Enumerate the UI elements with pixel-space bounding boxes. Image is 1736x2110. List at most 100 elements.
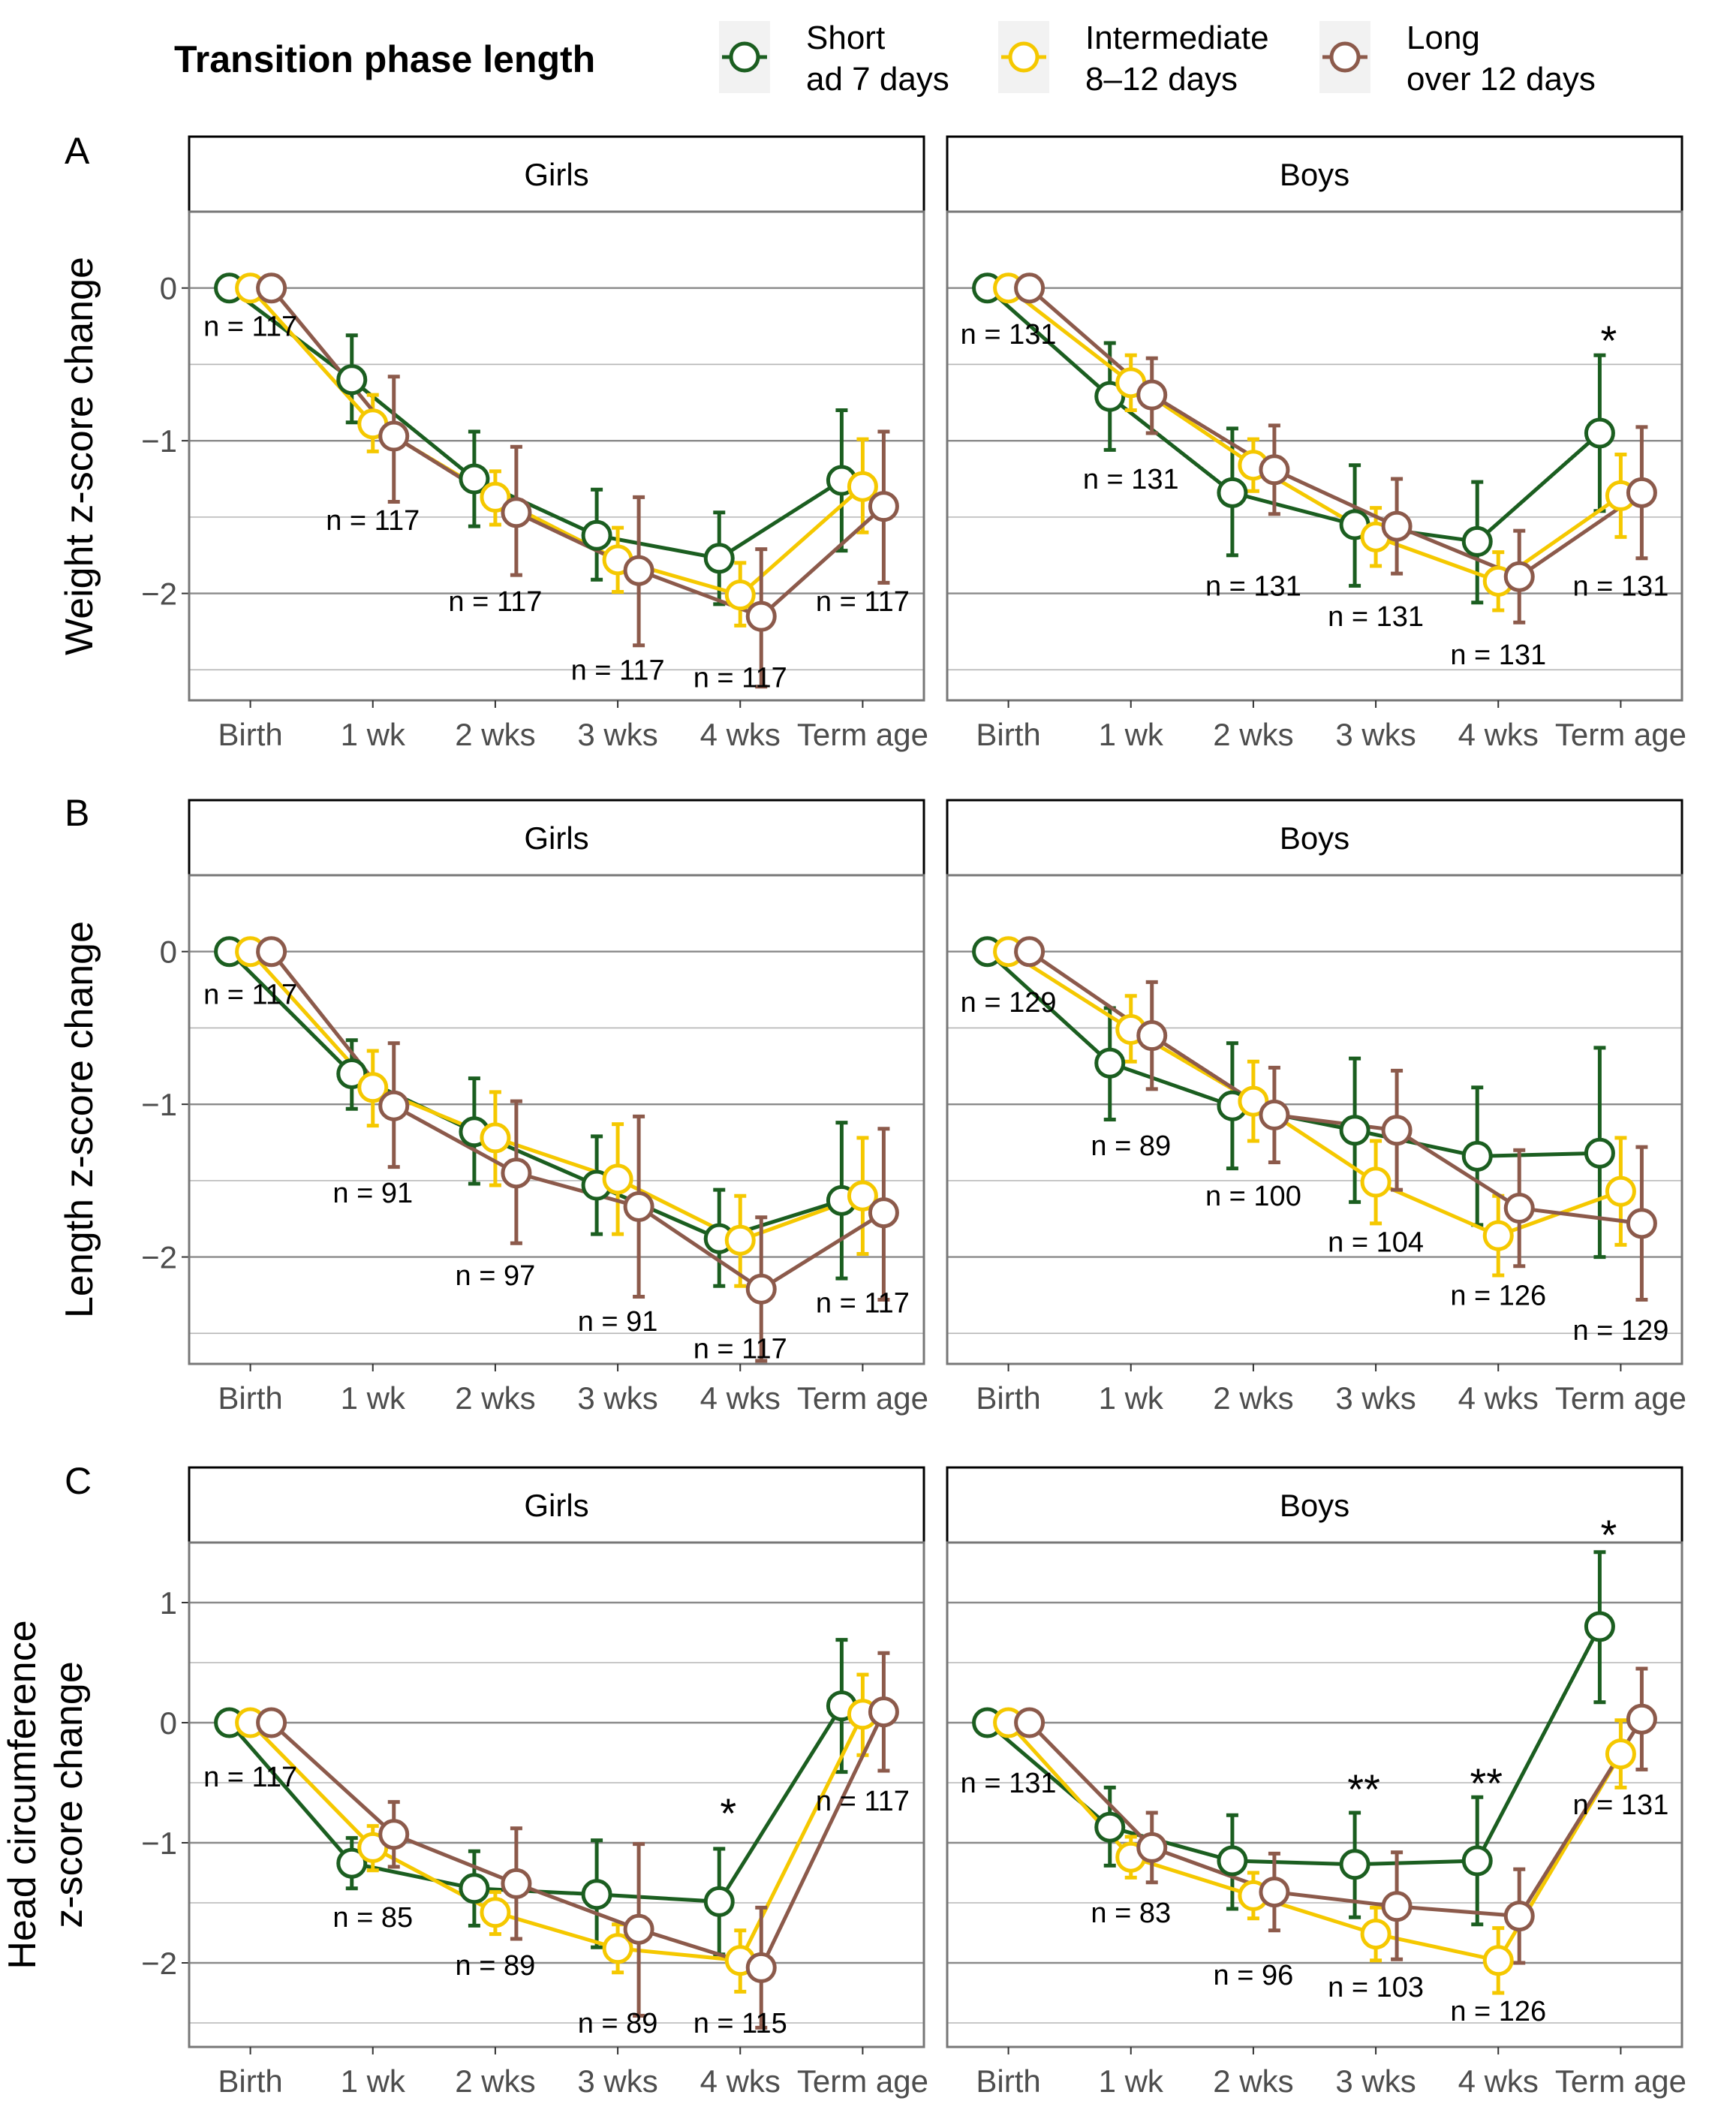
n-annotation: n = 131	[961, 1768, 1057, 1799]
x-tick-label: 2 wks	[1213, 1380, 1293, 1416]
x-tick-label: Birth	[976, 2063, 1040, 2099]
data-point	[480, 1122, 511, 1154]
data-point	[336, 1058, 368, 1089]
data-point	[724, 1224, 756, 1256]
n-annotation: n = 85	[332, 1902, 413, 1934]
data-point	[703, 543, 735, 574]
y-tick-label: −1	[141, 423, 177, 459]
facet-strip-label: Girls	[524, 157, 588, 192]
data-point	[357, 1072, 389, 1103]
data-point	[623, 555, 654, 586]
data-point	[459, 1873, 490, 1904]
n-annotation: n = 131	[1450, 640, 1546, 671]
facet-boys: Boys Birth 1 wk 2 wks 3 wks 4 wks Term age n = …	[946, 135, 1686, 752]
data-point	[1217, 477, 1248, 508]
y-axis-title-line: Head circumference	[1, 1620, 44, 1969]
data-point	[1482, 1945, 1514, 1976]
legend-label-line1: Long	[1407, 20, 1480, 56]
y-tick-label: −1	[141, 1087, 177, 1122]
n-annotation: n = 104	[1328, 1227, 1424, 1258]
facet-boys: Boys Birth 1 wk 2 wks 3 wks 4 wks Term age n = …	[946, 1466, 1686, 2099]
x-tick-label: 3 wks	[577, 1380, 657, 1416]
facet-strip-label: Boys	[1280, 157, 1349, 192]
plot-area	[189, 1543, 924, 2047]
n-annotation: n = 117	[693, 662, 787, 694]
x-tick-label: 3 wks	[1335, 717, 1416, 752]
significance-star: **	[1347, 1765, 1380, 1813]
data-point	[745, 600, 777, 632]
panel-C: C Head circumference z-score change 1 0 −1 −2 G…	[1, 1460, 1686, 2099]
significance-star: **	[1470, 1759, 1503, 1807]
y-tick-label: 1	[160, 1585, 177, 1621]
facet-strip-label: Girls	[524, 820, 588, 856]
series-points-intermediate	[993, 936, 1636, 1251]
data-point	[868, 491, 899, 522]
x-tick-label: Birth	[218, 717, 282, 752]
series-points-short	[972, 1611, 1615, 1880]
y-tick-label: 0	[160, 935, 177, 970]
data-point	[1626, 1703, 1657, 1735]
n-annotation: n = 131	[1205, 570, 1301, 602]
x-tick-label: 2 wks	[1213, 2063, 1293, 2099]
data-point	[581, 1879, 612, 1910]
x-tick-label: 4 wks	[1458, 2063, 1539, 2099]
data-point	[1584, 417, 1615, 449]
x-tick-label: Birth	[218, 1380, 282, 1416]
x-tick-label: Term age	[797, 1380, 928, 1416]
x-tick-label: 1 wk	[1099, 1380, 1164, 1416]
data-point	[1360, 1166, 1392, 1198]
x-tick-label: 1 wk	[1099, 717, 1164, 752]
data-point	[378, 420, 410, 452]
x-tick-label: Birth	[976, 1380, 1040, 1416]
plot-border	[946, 1541, 1683, 2048]
data-point	[336, 364, 368, 396]
n-annotation: n = 117	[326, 505, 420, 537]
data-point	[1381, 510, 1413, 542]
n-annotation: n = 117	[203, 1762, 297, 1793]
n-annotation: n = 97	[456, 1260, 536, 1292]
legend-entry-short: Short ad 7 days	[719, 20, 949, 98]
data-point	[1094, 381, 1126, 412]
series-points-short	[972, 272, 1615, 557]
panel-letter: A	[65, 130, 90, 172]
series-points-intermediate	[993, 1707, 1636, 1976]
panel-letter: B	[65, 792, 89, 834]
facet-strip	[188, 135, 925, 213]
series-line	[985, 286, 1602, 544]
facet-strip-label: Boys	[1280, 820, 1349, 856]
data-point	[847, 1180, 878, 1212]
data-point	[1094, 1811, 1126, 1843]
y-tick-label: 0	[160, 271, 177, 306]
data-point	[1605, 1738, 1636, 1770]
legend-entry-long: Long over 12 days	[1319, 20, 1596, 98]
facet-strip	[188, 1466, 925, 1544]
x-tick-label: 2 wks	[455, 2063, 535, 2099]
legend-key-marker	[729, 41, 760, 73]
data-point	[256, 936, 287, 968]
n-annotation: n = 131	[1572, 1789, 1668, 1821]
x-tick-label: Birth	[218, 2063, 282, 2099]
n-annotation: n = 117	[816, 586, 910, 618]
n-annotation: n = 117	[448, 586, 542, 618]
n-annotation: n = 131	[961, 319, 1057, 351]
x-tick-label: 2 wks	[1213, 717, 1293, 752]
x-tick-label: 3 wks	[1335, 2063, 1416, 2099]
n-annotation: n = 89	[456, 1950, 536, 1982]
panel-letter: C	[65, 1460, 92, 1502]
data-point	[1136, 379, 1168, 411]
plot-area	[947, 212, 1682, 700]
y-tick-label: −1	[141, 1826, 177, 1861]
data-point	[1605, 1175, 1636, 1207]
data-point	[1136, 1020, 1168, 1052]
y-axis-title-line: Weight z-score change	[58, 257, 101, 655]
data-point	[1381, 1115, 1413, 1146]
data-point	[336, 1847, 368, 1879]
facet-boys: Boys Birth 1 wk 2 wks 3 wks 4 wks Term age n = …	[946, 799, 1686, 1416]
n-annotation: n = 91	[578, 1306, 658, 1338]
n-annotation: n = 126	[1450, 1280, 1546, 1311]
plot-border	[946, 210, 1683, 702]
series-line	[228, 286, 843, 561]
legend: Transition phase length Short ad 7 days In…	[174, 20, 1596, 98]
data-point	[480, 1897, 511, 1928]
